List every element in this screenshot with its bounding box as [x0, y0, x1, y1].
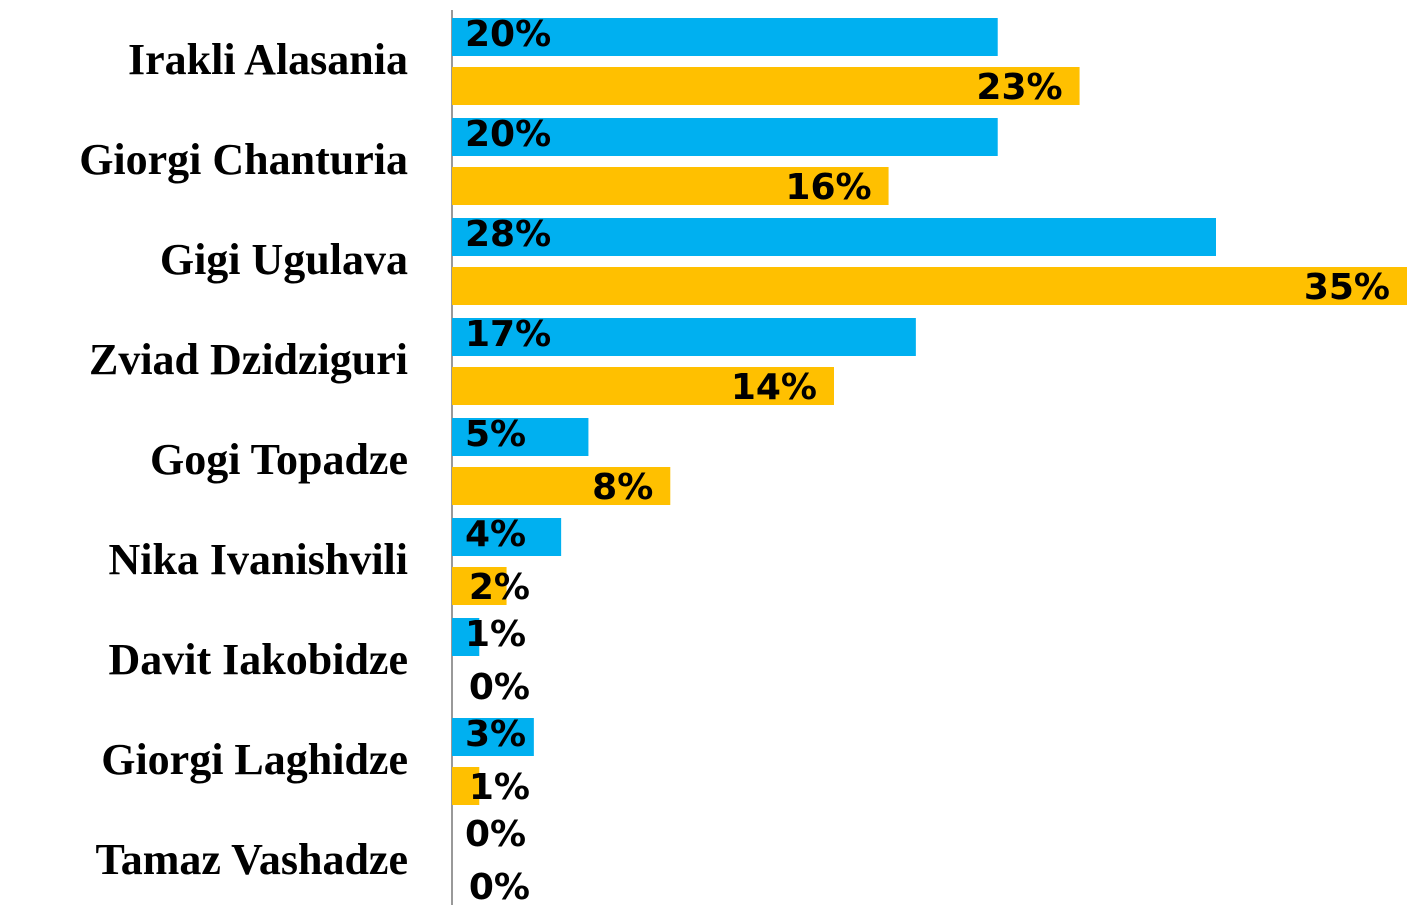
bar [452, 618, 480, 656]
bar [452, 267, 1407, 305]
bar [452, 18, 998, 56]
category-label: Irakli Alasania [128, 35, 408, 84]
category-label: Tamaz Vashadze [95, 835, 408, 884]
value-label: 5% [465, 414, 526, 455]
value-label: 28% [465, 214, 551, 255]
bar [452, 518, 562, 556]
category-label: Gogi Topadze [150, 435, 408, 484]
value-label: 14% [731, 367, 817, 408]
value-label: 20% [465, 114, 551, 155]
value-label: 17% [465, 314, 551, 355]
bar [452, 118, 998, 156]
bar [452, 467, 671, 505]
value-label: 0% [465, 814, 526, 855]
bar [452, 418, 589, 456]
bar [452, 767, 480, 805]
category-label: Giorgi Laghidze [101, 735, 408, 784]
category-label: Zviad Dzidziguri [89, 335, 408, 384]
value-label: 35% [1304, 267, 1390, 308]
bar [452, 167, 889, 205]
value-label: 4% [465, 514, 526, 555]
category-label: Giorgi Chanturia [79, 135, 408, 184]
bar [452, 367, 834, 405]
bar [452, 67, 1080, 105]
value-label: 8% [592, 467, 653, 508]
value-label: 16% [785, 167, 871, 208]
value-label: 0% [469, 867, 530, 905]
bar [452, 318, 916, 356]
bar [452, 218, 1216, 256]
bar [452, 718, 534, 756]
value-label: 0% [469, 667, 530, 708]
value-label: 3% [465, 714, 526, 755]
bar [452, 567, 507, 605]
value-label: 1% [465, 614, 526, 655]
value-label: 23% [976, 67, 1062, 108]
category-label: Davit Iakobidze [109, 635, 408, 684]
value-label: 20% [465, 14, 551, 55]
category-label: Gigi Ugulava [160, 235, 408, 284]
value-label: 1% [469, 767, 530, 808]
category-label: Nika Ivanishvili [108, 535, 408, 584]
value-label: 2% [469, 567, 530, 608]
